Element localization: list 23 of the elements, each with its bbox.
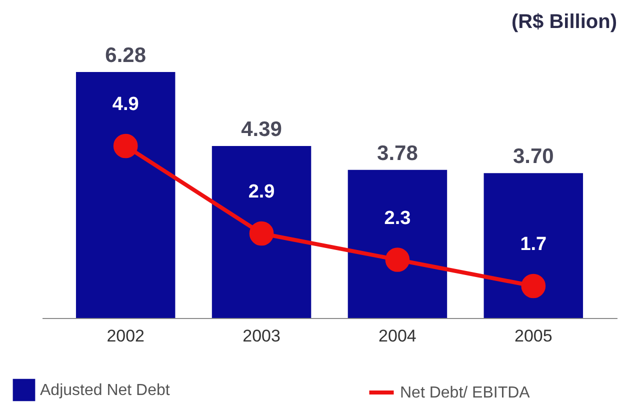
point [385, 248, 410, 272]
bar [484, 173, 584, 318]
data-label: 2.9 [248, 182, 275, 202]
point [113, 134, 138, 158]
x-tick-label: 2002 [106, 326, 145, 346]
legend-label: Net Debt/ EBITDA [400, 384, 530, 402]
bar [212, 146, 312, 318]
x-tick-label: 2003 [242, 326, 280, 346]
bar [348, 170, 448, 318]
data-label: 3.70 [512, 145, 554, 168]
chart-title: (R$ Billion) [511, 11, 617, 33]
point [521, 274, 546, 298]
bar [76, 72, 176, 318]
data-label: 4.9 [112, 94, 139, 115]
data-label: 1.7 [520, 234, 547, 255]
data-label: 4.39 [241, 118, 282, 142]
data-label: 6.28 [105, 44, 146, 67]
data-label: 2.3 [384, 208, 411, 229]
x-tick-label: 2005 [514, 326, 552, 346]
legend-label: Adjusted Net Debt [40, 382, 170, 399]
data-label: 3.78 [377, 142, 418, 165]
point [249, 221, 274, 246]
x-tick-label: 2004 [378, 326, 416, 346]
